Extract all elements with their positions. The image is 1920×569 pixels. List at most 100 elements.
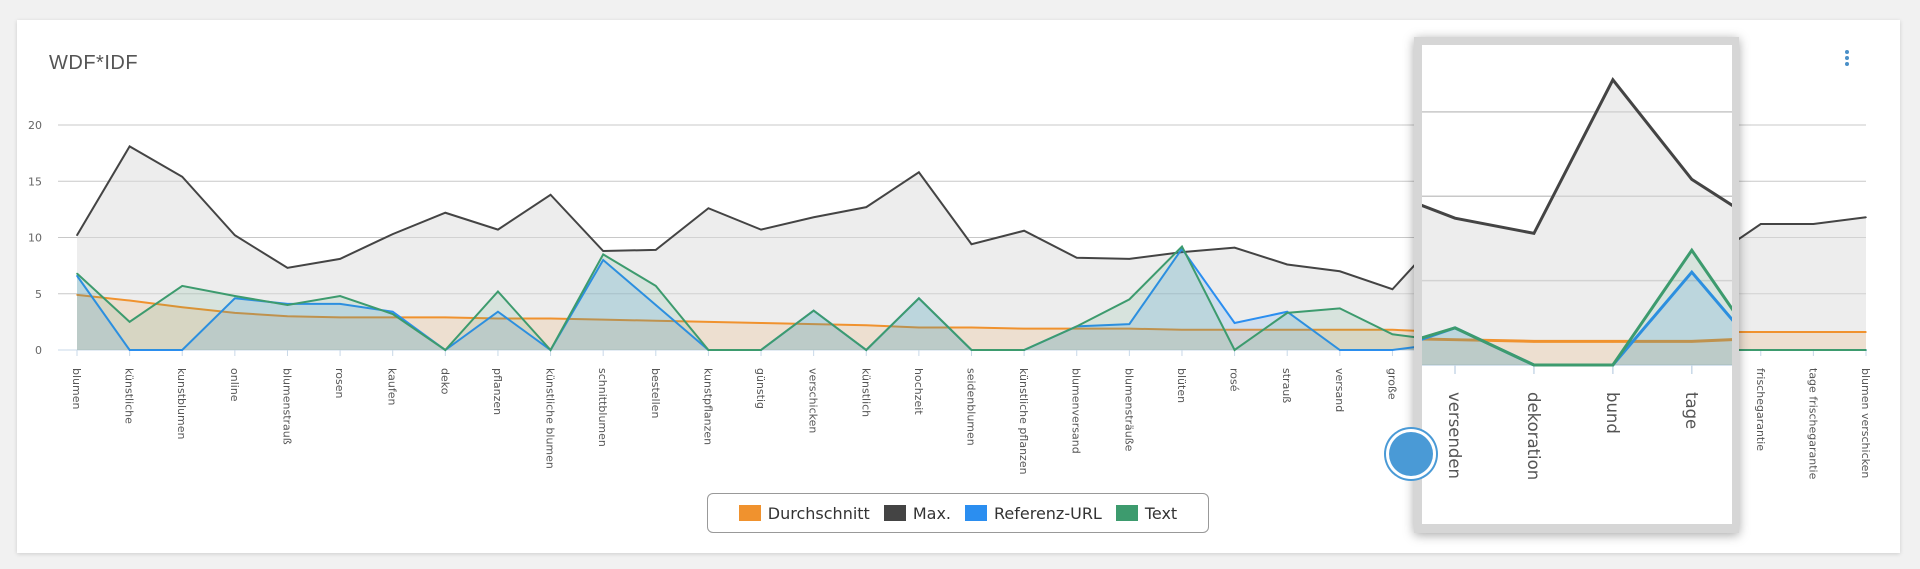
legend-label: Max. — [912, 503, 951, 523]
y-tick-label: 0 — [35, 344, 42, 357]
data-point-text — [339, 295, 341, 297]
data-point-max — [1865, 216, 1867, 219]
magnifier-drag-handle[interactable] — [1389, 432, 1433, 476]
data-point-text — [918, 297, 920, 300]
data-point-referenz-url — [181, 349, 184, 351]
data-point-text — [76, 272, 78, 275]
x-tick-label: blumen verschicken — [1859, 368, 1872, 478]
data-point-durchschnitt — [1759, 331, 1762, 333]
data-point-text — [1391, 333, 1394, 336]
y-tick-label: 20 — [28, 119, 42, 132]
data-point-max — [1233, 246, 1236, 249]
data-point-text — [760, 349, 762, 351]
data-point-referenz-url — [1233, 322, 1236, 324]
data-point-text — [1759, 349, 1762, 351]
x-tick-label: seidenblumen — [965, 368, 978, 446]
x-tick-label: künstliche pflanzen — [1017, 368, 1030, 475]
data-point-durchschnitt — [339, 316, 341, 319]
data-point-text — [1286, 312, 1289, 314]
data-point-referenz-url — [1391, 349, 1394, 351]
data-point-durchschnitt — [497, 317, 499, 320]
x-tick-label: künstliche blumen — [544, 368, 557, 469]
legend-label: Durchschnitt — [767, 503, 870, 523]
x-tick-label: blumenversand — [1070, 368, 1083, 454]
data-point-text — [497, 290, 499, 293]
data-point-max — [339, 258, 341, 260]
data-point-durchschnitt — [970, 326, 973, 329]
x-tick-label: kunstblumen — [175, 368, 188, 440]
data-point-referenz-url — [654, 304, 657, 306]
x-tick-label: kaufen — [386, 368, 399, 406]
data-point-durchschnitt — [444, 316, 447, 319]
data-point-durchschnitt — [1075, 327, 1078, 330]
data-point-text — [707, 349, 710, 351]
data-point-referenz-url — [128, 349, 131, 351]
data-point-max — [1181, 251, 1183, 253]
legend-item-text[interactable]: Text — [1115, 503, 1178, 523]
x-tick-label: rosen — [333, 368, 346, 399]
data-point-text — [1233, 349, 1236, 351]
data-point-text — [286, 304, 289, 306]
data-point-max — [1023, 229, 1025, 232]
data-point-max — [1339, 270, 1341, 273]
data-point-durchschnitt — [1233, 328, 1236, 331]
data-point-durchschnitt — [812, 323, 815, 325]
data-point-max — [497, 228, 499, 231]
data-point-text — [654, 285, 657, 287]
legend-swatch — [1115, 505, 1138, 521]
x-tick-label: kunstpflanzen — [701, 368, 714, 445]
data-point-durchschnitt — [760, 322, 762, 324]
data-point-durchschnitt — [1181, 328, 1183, 331]
data-point-text — [181, 285, 184, 287]
x-tick-label: günstig — [754, 368, 767, 409]
kebab-menu-icon[interactable] — [1843, 50, 1851, 70]
data-point-max — [181, 175, 184, 178]
data-point-durchschnitt — [128, 299, 131, 302]
data-point-text — [1181, 245, 1183, 248]
data-point-durchschnitt — [76, 294, 78, 296]
legend-item-max[interactable]: Max. — [883, 503, 951, 523]
x-tick-label: hochzeit — [912, 368, 925, 415]
data-point-text — [1865, 349, 1867, 351]
data-point-durchschnitt — [602, 318, 604, 321]
legend-swatch — [883, 505, 906, 521]
data-point-durchschnitt — [234, 312, 236, 314]
legend-item-durchschnitt[interactable]: Durchschnitt — [738, 503, 870, 523]
data-point-referenz-url — [497, 310, 499, 313]
chart-legend: Durchschnitt Max. Referenz-URL Text — [707, 493, 1209, 533]
data-point-durchschnitt — [918, 326, 920, 329]
data-point-max — [391, 233, 394, 235]
x-tick-label: blüten — [1175, 368, 1188, 403]
data-point-durchschnitt — [1286, 328, 1289, 331]
data-point-durchschnitt — [1128, 327, 1131, 330]
data-point-max — [1759, 223, 1762, 225]
legend-label: Referenz-URL — [994, 503, 1102, 523]
data-point-durchschnitt — [1812, 331, 1815, 333]
data-point-referenz-url — [1128, 323, 1131, 325]
series-area-text — [77, 246, 1866, 350]
x-tick-label: verschicken — [807, 368, 820, 433]
legend-item-referenz-url[interactable]: Referenz-URL — [965, 504, 1102, 523]
data-point-max — [1286, 263, 1289, 266]
legend-label: Text — [1144, 503, 1178, 523]
x-tick-label: rosé — [1228, 368, 1241, 392]
x-tick-label: schnittblumen — [596, 368, 609, 447]
chart-title: WDF*IDF — [49, 52, 139, 74]
data-point-durchschnitt — [1391, 328, 1394, 331]
data-point-max — [128, 145, 131, 148]
data-point-durchschnitt — [286, 315, 289, 318]
data-point-durchschnitt — [865, 324, 868, 327]
data-point-max — [286, 267, 289, 269]
x-tick-label: tage frischegarantie — [1806, 368, 1819, 480]
x-tick-label: blumen — [70, 368, 83, 409]
data-point-max — [602, 250, 604, 252]
x-tick-label: bestellen — [649, 368, 662, 418]
data-point-max — [865, 206, 868, 208]
data-point-text — [1812, 349, 1815, 351]
data-point-text — [391, 313, 394, 315]
data-point-durchschnitt — [1339, 328, 1341, 331]
data-point-durchschnitt — [549, 317, 552, 320]
data-point-text — [1339, 307, 1341, 310]
data-point-referenz-url — [1339, 349, 1341, 351]
